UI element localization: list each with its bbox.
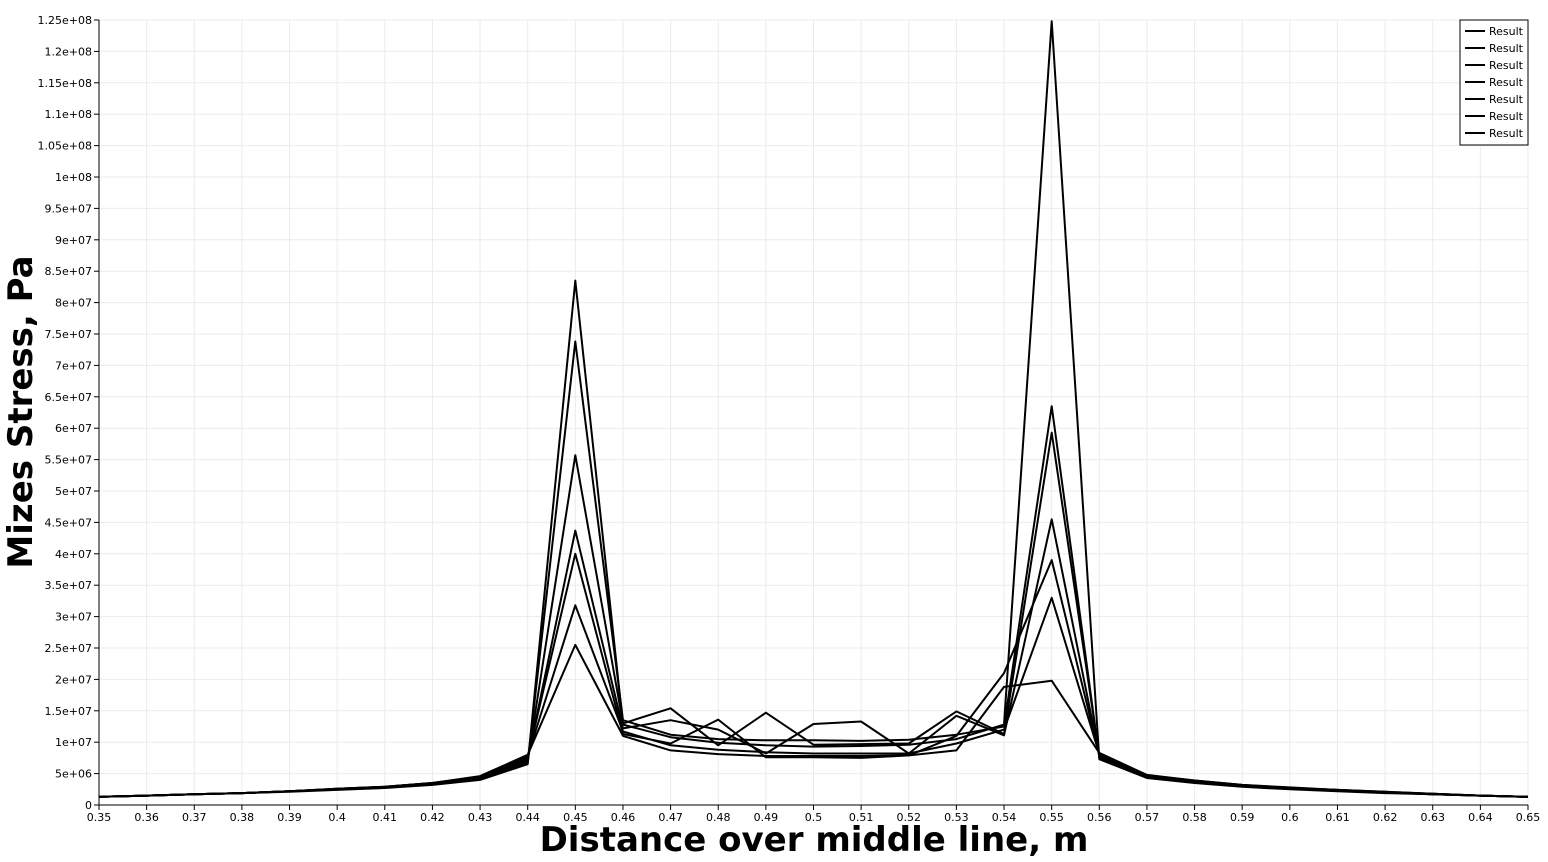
x-tick-label: 0.56 bbox=[1087, 811, 1112, 824]
y-tick-label: 1.05e+08 bbox=[38, 140, 92, 153]
x-tick-label: 0.5 bbox=[805, 811, 823, 824]
y-tick-labels: 0 5e+06 1e+07 1.5e+07 2e+07 2.5e+07 3e+07 3.5e+… bbox=[38, 14, 92, 812]
y-tick-label: 8.5e+07 bbox=[45, 265, 92, 278]
x-tick-label: 0.52 bbox=[897, 811, 922, 824]
x-tick-label: 0.38 bbox=[230, 811, 255, 824]
y-axis-title: Mizes Stress, Pa bbox=[1, 255, 41, 568]
x-tick-label: 0.48 bbox=[706, 811, 731, 824]
x-tick-label: 0.39 bbox=[277, 811, 302, 824]
y-tick-label: 3.5e+07 bbox=[45, 579, 92, 592]
y-tick-label: 4.5e+07 bbox=[45, 516, 92, 529]
x-tick-label: 0.51 bbox=[849, 811, 874, 824]
axes bbox=[94, 19, 1529, 810]
x-tick-label: 0.37 bbox=[182, 811, 207, 824]
y-tick-label: 1.25e+08 bbox=[38, 14, 92, 27]
legend-entry: Result bbox=[1489, 93, 1524, 106]
x-tick-label: 0.36 bbox=[134, 811, 159, 824]
x-tick-label: 0.45 bbox=[563, 811, 588, 824]
x-tick-label: 0.65 bbox=[1516, 811, 1541, 824]
series-line-7 bbox=[98, 643, 1529, 798]
y-tick-label: 8e+07 bbox=[55, 297, 92, 310]
y-tick-label: 5.5e+07 bbox=[45, 454, 92, 467]
y-tick-label: 4e+07 bbox=[55, 548, 92, 561]
x-tick-label: 0.43 bbox=[468, 811, 493, 824]
x-tick-label: 0.42 bbox=[420, 811, 445, 824]
y-tick-label: 1.5e+07 bbox=[45, 705, 92, 718]
x-tick-label: 0.4 bbox=[328, 811, 346, 824]
y-tick-label: 0 bbox=[85, 799, 92, 812]
y-tick-label: 7e+07 bbox=[55, 359, 92, 372]
x-tick-label: 0.62 bbox=[1373, 811, 1398, 824]
y-tick-label: 1.2e+08 bbox=[45, 45, 92, 58]
y-tick-label: 2.5e+07 bbox=[45, 642, 92, 655]
y-tick-label: 7.5e+07 bbox=[45, 328, 92, 341]
y-tick-label: 9.5e+07 bbox=[45, 202, 92, 215]
legend-entry: Result bbox=[1489, 110, 1524, 123]
x-tick-label: 0.47 bbox=[658, 811, 683, 824]
legend-entry: Result bbox=[1489, 127, 1524, 140]
legend-entry: Result bbox=[1489, 42, 1524, 55]
x-tick-label: 0.59 bbox=[1230, 811, 1255, 824]
x-tick-label: 0.35 bbox=[87, 811, 112, 824]
legend: Result Result Result Result Result Result Resu… bbox=[1459, 19, 1529, 146]
x-axis-title: Distance over middle line, m bbox=[540, 820, 1089, 860]
series-lines bbox=[98, 20, 1529, 798]
x-tick-label: 0.58 bbox=[1182, 811, 1207, 824]
x-tick-label: 0.64 bbox=[1468, 811, 1493, 824]
legend-entry: Result bbox=[1489, 59, 1524, 72]
legend-entry: Result bbox=[1489, 76, 1524, 89]
x-tick-label: 0.54 bbox=[992, 811, 1017, 824]
x-tick-label: 0.6 bbox=[1281, 811, 1299, 824]
x-tick-label: 0.53 bbox=[944, 811, 969, 824]
y-tick-label: 5e+07 bbox=[55, 485, 92, 498]
y-tick-label: 5e+06 bbox=[55, 768, 92, 781]
x-tick-label: 0.63 bbox=[1420, 811, 1445, 824]
grid bbox=[98, 19, 1529, 806]
y-tick-label: 9e+07 bbox=[55, 234, 92, 247]
y-tick-label: 6.5e+07 bbox=[45, 391, 92, 404]
y-tick-label: 2e+07 bbox=[55, 673, 92, 686]
y-tick-label: 6e+07 bbox=[55, 422, 92, 435]
y-tick-label: 1e+07 bbox=[55, 736, 92, 749]
x-tick-label: 0.57 bbox=[1135, 811, 1160, 824]
x-tick-label: 0.41 bbox=[373, 811, 398, 824]
x-tick-label: 0.46 bbox=[611, 811, 636, 824]
x-tick-label: 0.49 bbox=[754, 811, 779, 824]
x-tick-label: 0.61 bbox=[1325, 811, 1350, 824]
y-tick-label: 3e+07 bbox=[55, 611, 92, 624]
y-tick-label: 1.1e+08 bbox=[45, 108, 92, 121]
legend-entry: Result bbox=[1489, 25, 1524, 38]
x-tick-label: 0.44 bbox=[515, 811, 540, 824]
y-tick-label: 1e+08 bbox=[55, 171, 92, 184]
y-tick-label: 1.15e+08 bbox=[38, 77, 92, 90]
x-tick-labels: 0.35 0.36 0.37 0.38 0.39 0.4 0.41 0.42 0.43 0.44 0… bbox=[87, 811, 1541, 824]
x-tick-label: 0.55 bbox=[1039, 811, 1064, 824]
